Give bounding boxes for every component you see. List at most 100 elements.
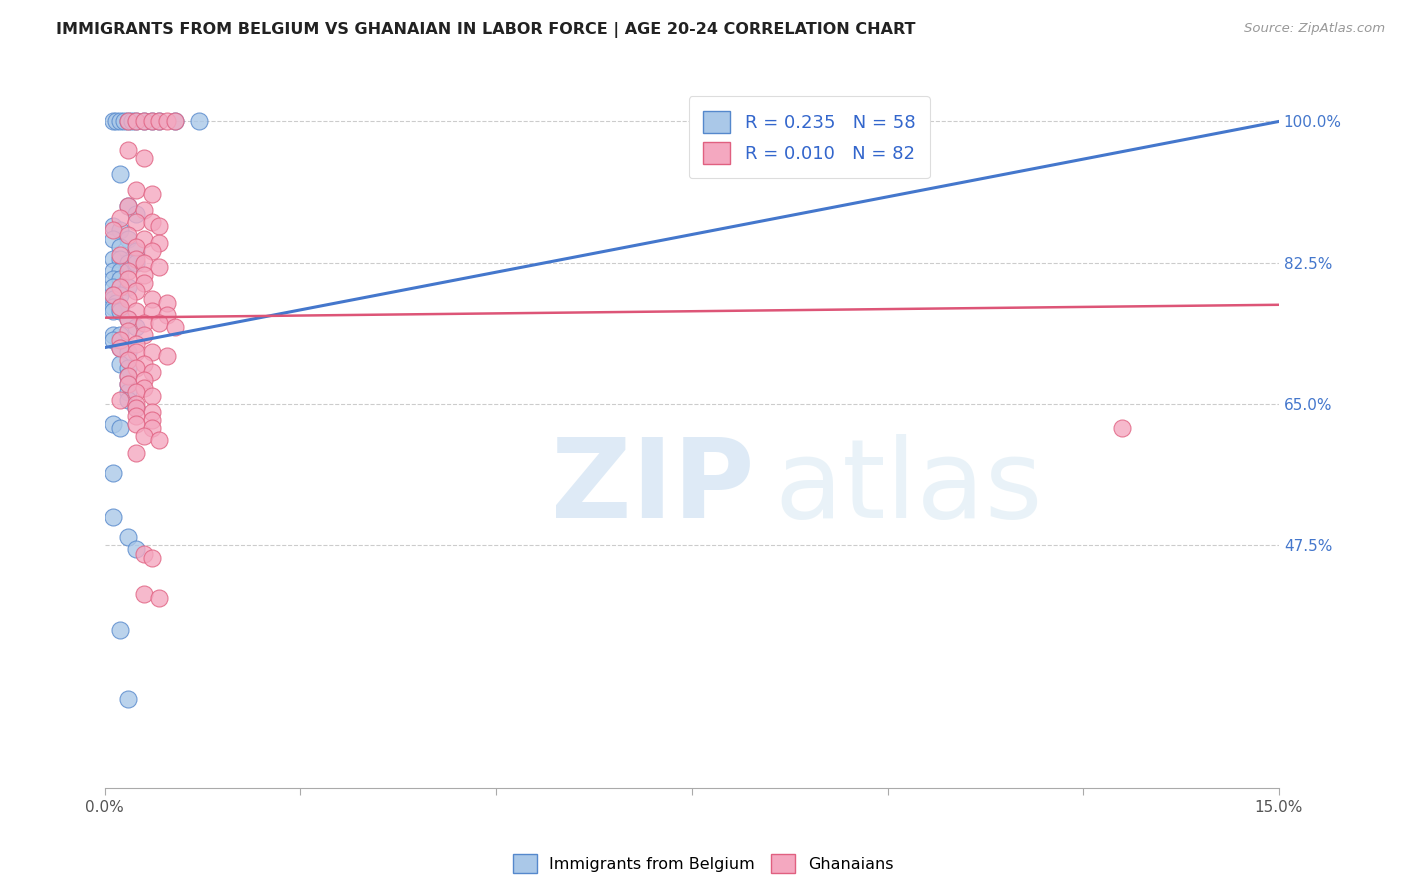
Point bbox=[141, 114, 163, 128]
Point bbox=[101, 219, 124, 234]
Point bbox=[117, 376, 139, 391]
Legend: Immigrants from Belgium, Ghanaians: Immigrants from Belgium, Ghanaians bbox=[506, 847, 900, 880]
Point bbox=[141, 292, 163, 306]
Point bbox=[117, 368, 139, 383]
Point bbox=[117, 264, 139, 278]
Point bbox=[125, 183, 148, 197]
Point bbox=[110, 624, 132, 638]
Point bbox=[132, 381, 155, 395]
Point bbox=[148, 235, 170, 250]
Point bbox=[132, 203, 155, 218]
Point bbox=[165, 114, 187, 128]
Point bbox=[117, 114, 139, 128]
Text: Source: ZipAtlas.com: Source: ZipAtlas.com bbox=[1244, 22, 1385, 36]
Point bbox=[125, 401, 148, 416]
Point bbox=[141, 244, 163, 258]
Text: IMMIGRANTS FROM BELGIUM VS GHANAIAN IN LABOR FORCE | AGE 20-24 CORRELATION CHART: IMMIGRANTS FROM BELGIUM VS GHANAIAN IN L… bbox=[56, 22, 915, 38]
Point bbox=[121, 114, 143, 128]
Point bbox=[141, 114, 163, 128]
Point bbox=[117, 114, 139, 128]
Point bbox=[132, 114, 155, 128]
Point bbox=[117, 384, 139, 399]
Point bbox=[117, 272, 139, 286]
Point bbox=[110, 114, 132, 128]
Point bbox=[125, 401, 148, 416]
Point bbox=[101, 304, 124, 318]
Point bbox=[105, 114, 128, 128]
Point bbox=[132, 429, 155, 443]
Point bbox=[101, 280, 124, 294]
Point bbox=[132, 547, 155, 561]
Point bbox=[125, 445, 148, 459]
Point bbox=[125, 542, 148, 557]
Point bbox=[125, 304, 148, 318]
Point bbox=[110, 211, 132, 226]
Point bbox=[125, 417, 148, 432]
Point bbox=[148, 260, 170, 274]
Point bbox=[112, 114, 135, 128]
Point bbox=[141, 421, 163, 435]
Point bbox=[101, 288, 124, 302]
Point bbox=[148, 114, 170, 128]
Point bbox=[110, 248, 132, 262]
Point bbox=[132, 328, 155, 343]
Point bbox=[132, 373, 155, 387]
Point bbox=[101, 114, 124, 128]
Point bbox=[117, 530, 139, 544]
Point bbox=[156, 349, 179, 363]
Point bbox=[1111, 421, 1133, 435]
Point bbox=[125, 239, 148, 253]
Point bbox=[125, 244, 148, 258]
Point bbox=[110, 341, 132, 355]
Point bbox=[141, 365, 163, 379]
Point bbox=[117, 692, 139, 706]
Point bbox=[117, 292, 139, 306]
Point bbox=[117, 280, 139, 294]
Point bbox=[101, 252, 124, 266]
Point bbox=[141, 389, 163, 403]
Point bbox=[141, 304, 163, 318]
Point bbox=[132, 256, 155, 270]
Point bbox=[132, 357, 155, 371]
Point bbox=[110, 357, 132, 371]
Point bbox=[117, 199, 139, 213]
Point bbox=[110, 264, 132, 278]
Point bbox=[117, 368, 139, 383]
Point bbox=[165, 320, 187, 334]
Point bbox=[125, 397, 148, 411]
Point bbox=[165, 114, 187, 128]
Point bbox=[125, 360, 148, 375]
Point bbox=[141, 215, 163, 229]
Point bbox=[125, 256, 148, 270]
Point bbox=[101, 510, 124, 524]
Text: atlas: atlas bbox=[773, 434, 1042, 541]
Point bbox=[101, 223, 124, 237]
Point bbox=[148, 219, 170, 234]
Point bbox=[110, 341, 132, 355]
Point bbox=[117, 231, 139, 245]
Point bbox=[125, 320, 148, 334]
Point bbox=[125, 215, 148, 229]
Point bbox=[132, 268, 155, 282]
Legend: R = 0.235   N = 58, R = 0.010   N = 82: R = 0.235 N = 58, R = 0.010 N = 82 bbox=[689, 96, 929, 178]
Point bbox=[132, 114, 155, 128]
Point bbox=[156, 308, 179, 322]
Point bbox=[110, 300, 132, 314]
Text: ZIP: ZIP bbox=[551, 434, 754, 541]
Point bbox=[110, 393, 132, 408]
Point bbox=[101, 272, 124, 286]
Point bbox=[117, 256, 139, 270]
Point bbox=[187, 114, 209, 128]
Point bbox=[125, 284, 148, 298]
Point bbox=[117, 199, 139, 213]
Point bbox=[141, 187, 163, 202]
Point bbox=[110, 304, 132, 318]
Point bbox=[110, 167, 132, 181]
Point bbox=[141, 405, 163, 419]
Point bbox=[141, 344, 163, 359]
Point bbox=[117, 376, 139, 391]
Point bbox=[156, 296, 179, 310]
Point bbox=[101, 264, 124, 278]
Point bbox=[125, 409, 148, 424]
Point bbox=[148, 114, 170, 128]
